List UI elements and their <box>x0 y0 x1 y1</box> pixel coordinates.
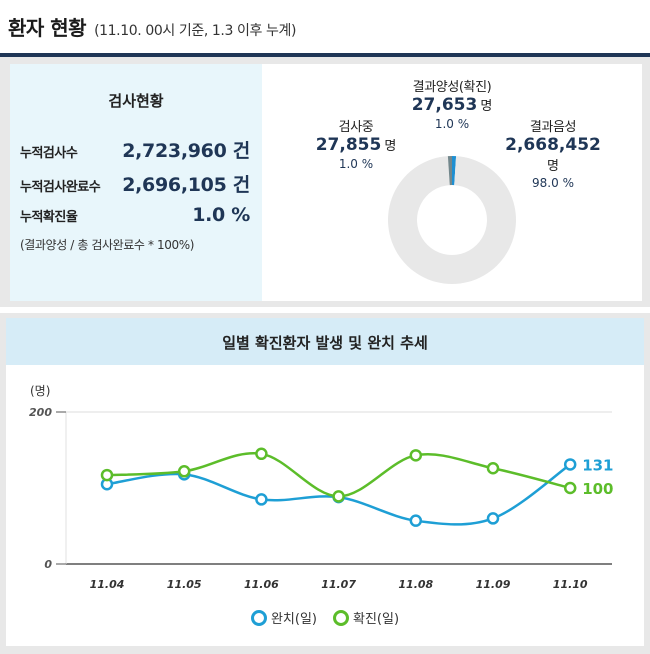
stat-row-completed-tests: 누적검사완료수 2,696,105 건 <box>20 170 250 197</box>
donut-label-count: 27,653 <box>411 95 478 115</box>
donut-label-testing: 검사중 27,855 명 1.0 % <box>310 116 402 171</box>
donut-label-unit: 명 <box>480 99 493 114</box>
legend-item-confirmed: 확진(일) <box>333 608 399 627</box>
legend-label: 완치(일) <box>270 612 317 627</box>
data-point-recovered[interactable] <box>255 493 268 506</box>
data-point-confirmed[interactable] <box>563 481 577 495</box>
donut-label-name: 검사중 <box>338 120 374 135</box>
legend-label: 확진(일) <box>353 612 400 627</box>
page-title: 환자 현황 <box>8 16 87 40</box>
page-title-row: 환자 현황 (11.10. 00시 기준, 1.3 이후 누계) <box>8 12 296 41</box>
end-value-label-recovered: 131 <box>582 456 613 474</box>
data-point-recovered[interactable] <box>486 512 500 525</box>
donut-label-percent: 98.0 % <box>532 176 574 190</box>
legend-item-recovered: 완치(일) <box>250 608 317 627</box>
donut-label-negative: 결과음성 2,668,452 명 98.0 % <box>498 116 608 190</box>
stat-value: 2,723,960 건 <box>122 140 250 162</box>
data-point-recovered[interactable] <box>563 458 577 471</box>
stat-value: 2,696,105 건 <box>122 174 250 196</box>
data-point-confirmed[interactable] <box>100 468 114 482</box>
legend-marker-icon <box>250 609 267 626</box>
stat-label: 누적검사수 <box>20 146 78 161</box>
y-axis-label: (명) <box>30 384 50 398</box>
x-tick-label: 11.06 <box>244 578 279 591</box>
donut-label-percent: 1.0 % <box>338 157 374 171</box>
donut-label-unit: 명 <box>547 159 559 174</box>
donut-slice-positive <box>452 156 457 186</box>
donut-label-unit: 명 <box>384 139 397 154</box>
x-tick-label: 11.09 <box>476 578 511 591</box>
data-point-confirmed[interactable] <box>177 465 191 478</box>
chart-legend: 완치(일) 확진(일) <box>0 608 650 627</box>
donut-slice-testing <box>447 156 452 186</box>
test-status-title: 검사현황 <box>108 92 164 110</box>
donut-label-name: 결과음성 <box>529 120 577 135</box>
x-tick-label: 11.08 <box>398 578 433 591</box>
y-tick-label: 0 <box>44 558 52 571</box>
trend-chart-title: 일별 확진환자 발생 및 완치 추세 <box>222 334 428 352</box>
donut-label-name: 결과양성(확진) <box>412 80 492 95</box>
page-subtitle: (11.10. 00시 기준, 1.3 이후 누계) <box>94 23 297 39</box>
trend-chart-header: 일별 확진환자 발생 및 완치 추세 <box>6 318 644 365</box>
data-point-confirmed[interactable] <box>332 490 345 503</box>
x-tick-label: 11.05 <box>167 578 202 591</box>
donut-label-count: 27,855 <box>315 135 382 155</box>
stat-row-positive-rate: 누적확진율 1.0 % <box>20 204 250 226</box>
data-point-confirmed[interactable] <box>486 461 500 475</box>
legend-marker-icon <box>333 609 349 626</box>
x-tick-label: 11.10 <box>553 578 588 591</box>
positive-rate-formula-note: (결과양성 / 총 검사완료수 * 100%) <box>20 238 194 252</box>
test-status-panel: 검사현황 누적검사수 2,723,960 건 누적검사완료수 2,696,105… <box>10 64 262 301</box>
stat-value: 1.0 % <box>192 204 250 226</box>
stat-label: 누적검사완료수 <box>20 180 101 195</box>
test-result-donut-chart <box>388 156 516 284</box>
x-tick-label: 11.04 <box>90 578 125 591</box>
donut-label-count: 2,668,452 <box>505 135 601 155</box>
title-divider <box>0 53 650 57</box>
donut-label-percent: 1.0 % <box>434 117 470 131</box>
x-tick-label: 11.07 <box>321 578 356 591</box>
donut-label-positive: 결과양성(확진) 27,653 명 1.0 % <box>392 76 512 131</box>
y-tick-label: 200 <box>29 406 52 419</box>
donut-slice-negative <box>388 156 516 284</box>
data-point-recovered[interactable] <box>409 514 423 527</box>
stat-label: 누적확진율 <box>20 210 78 225</box>
test-result-donut-area: 결과양성(확진) 27,653 명 1.0 % 결과음성 2,668,452 명 … <box>262 64 642 301</box>
stat-row-total-tests: 누적검사수 2,723,960 건 <box>20 136 250 163</box>
data-point-confirmed[interactable] <box>255 447 268 461</box>
end-value-label-confirmed: 100 <box>582 480 613 498</box>
data-point-confirmed[interactable] <box>409 449 423 462</box>
